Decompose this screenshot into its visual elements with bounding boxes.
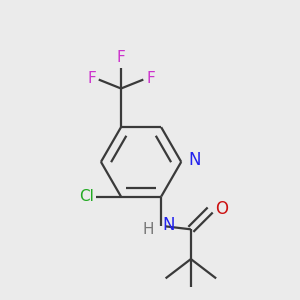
Text: N: N (163, 216, 175, 234)
Text: F: F (117, 50, 125, 65)
Text: F: F (87, 70, 96, 86)
Text: N: N (189, 152, 201, 169)
Text: Cl: Cl (80, 189, 94, 204)
Text: F: F (146, 70, 155, 86)
Text: H: H (142, 222, 154, 237)
Text: O: O (214, 200, 228, 217)
